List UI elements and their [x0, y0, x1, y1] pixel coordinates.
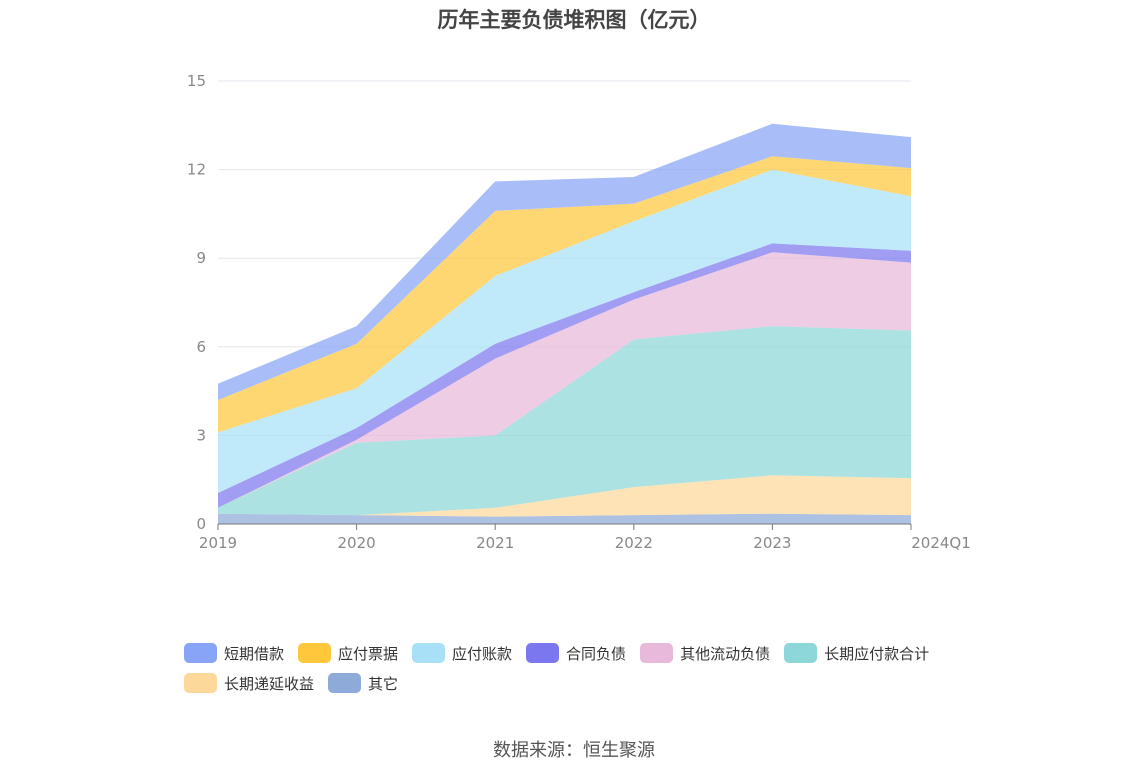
- legend-swatch: [298, 643, 332, 663]
- area-6: [218, 156, 911, 433]
- legend-item[interactable]: 长期递延收益: [184, 668, 314, 698]
- legend-swatch: [184, 643, 217, 663]
- legend-item[interactable]: 应付票据: [298, 638, 398, 668]
- area-series: [218, 123, 911, 524]
- area-1: [218, 475, 911, 517]
- area-7: [218, 123, 911, 401]
- legend-label: 其他流动负债: [680, 644, 771, 663]
- legend-label: 长期应付款合计: [824, 644, 930, 663]
- legend-label: 短期借款: [224, 644, 285, 663]
- legend-item[interactable]: 应付账款: [412, 638, 512, 668]
- legend-item[interactable]: 合同负债: [526, 638, 626, 668]
- legend-label: 应付票据: [338, 644, 399, 663]
- x-tick-label: 2022: [615, 534, 653, 552]
- legend-swatch: [526, 643, 560, 663]
- x-tick-label: 2019: [199, 534, 237, 552]
- legend-item[interactable]: 短期借款: [184, 638, 284, 668]
- y-tick-label: 3: [196, 426, 206, 444]
- x-tick-label: 2021: [476, 534, 514, 552]
- x-tick-label: 2024Q1: [911, 534, 971, 552]
- legend-label: 应付账款: [452, 644, 513, 663]
- chart-title: 历年主要负债堆积图（亿元）: [437, 8, 711, 32]
- legend-swatch: [184, 673, 217, 693]
- legend-swatch: [328, 673, 362, 693]
- area-2: [218, 326, 911, 516]
- y-tick-label: 15: [187, 72, 206, 90]
- legend-label: 其它: [368, 674, 399, 693]
- legend-item[interactable]: 其他流动负债: [640, 638, 770, 668]
- legend-swatch: [784, 643, 818, 663]
- area-5: [218, 169, 911, 493]
- axes: 0 3 6 9 12 15 2019 2020 2021 2022 2023 2024Q1: [187, 72, 971, 552]
- legend-label: 合同负债: [566, 644, 627, 663]
- stacked-area-chart: 0 3 6 9 12 15 2019 2020 2021 2022 2023 2024Q1: [187, 72, 971, 552]
- legend: 短期借款 应付票据 应付账款 合同负债 其他流动负债 长期应付款合计长期递延收益 其它: [184, 638, 1004, 698]
- legend-swatch: [412, 643, 446, 663]
- data-source: 数据来源：恒生聚源: [493, 740, 655, 761]
- legend-item[interactable]: 长期应付款合计: [784, 638, 929, 668]
- area-0: [218, 513, 911, 524]
- y-tick-label: 9: [196, 249, 206, 267]
- y-tick-label: 12: [187, 161, 206, 179]
- area-3: [218, 252, 911, 508]
- legend-item[interactable]: 其它: [328, 668, 398, 698]
- y-tick-label: 0: [196, 515, 206, 533]
- y-tick-label: 6: [196, 338, 206, 356]
- x-tick-label: 2023: [753, 534, 791, 552]
- legend-swatch: [640, 643, 674, 663]
- legend-label: 长期递延收益: [224, 674, 315, 693]
- x-tick-label: 2020: [338, 534, 376, 552]
